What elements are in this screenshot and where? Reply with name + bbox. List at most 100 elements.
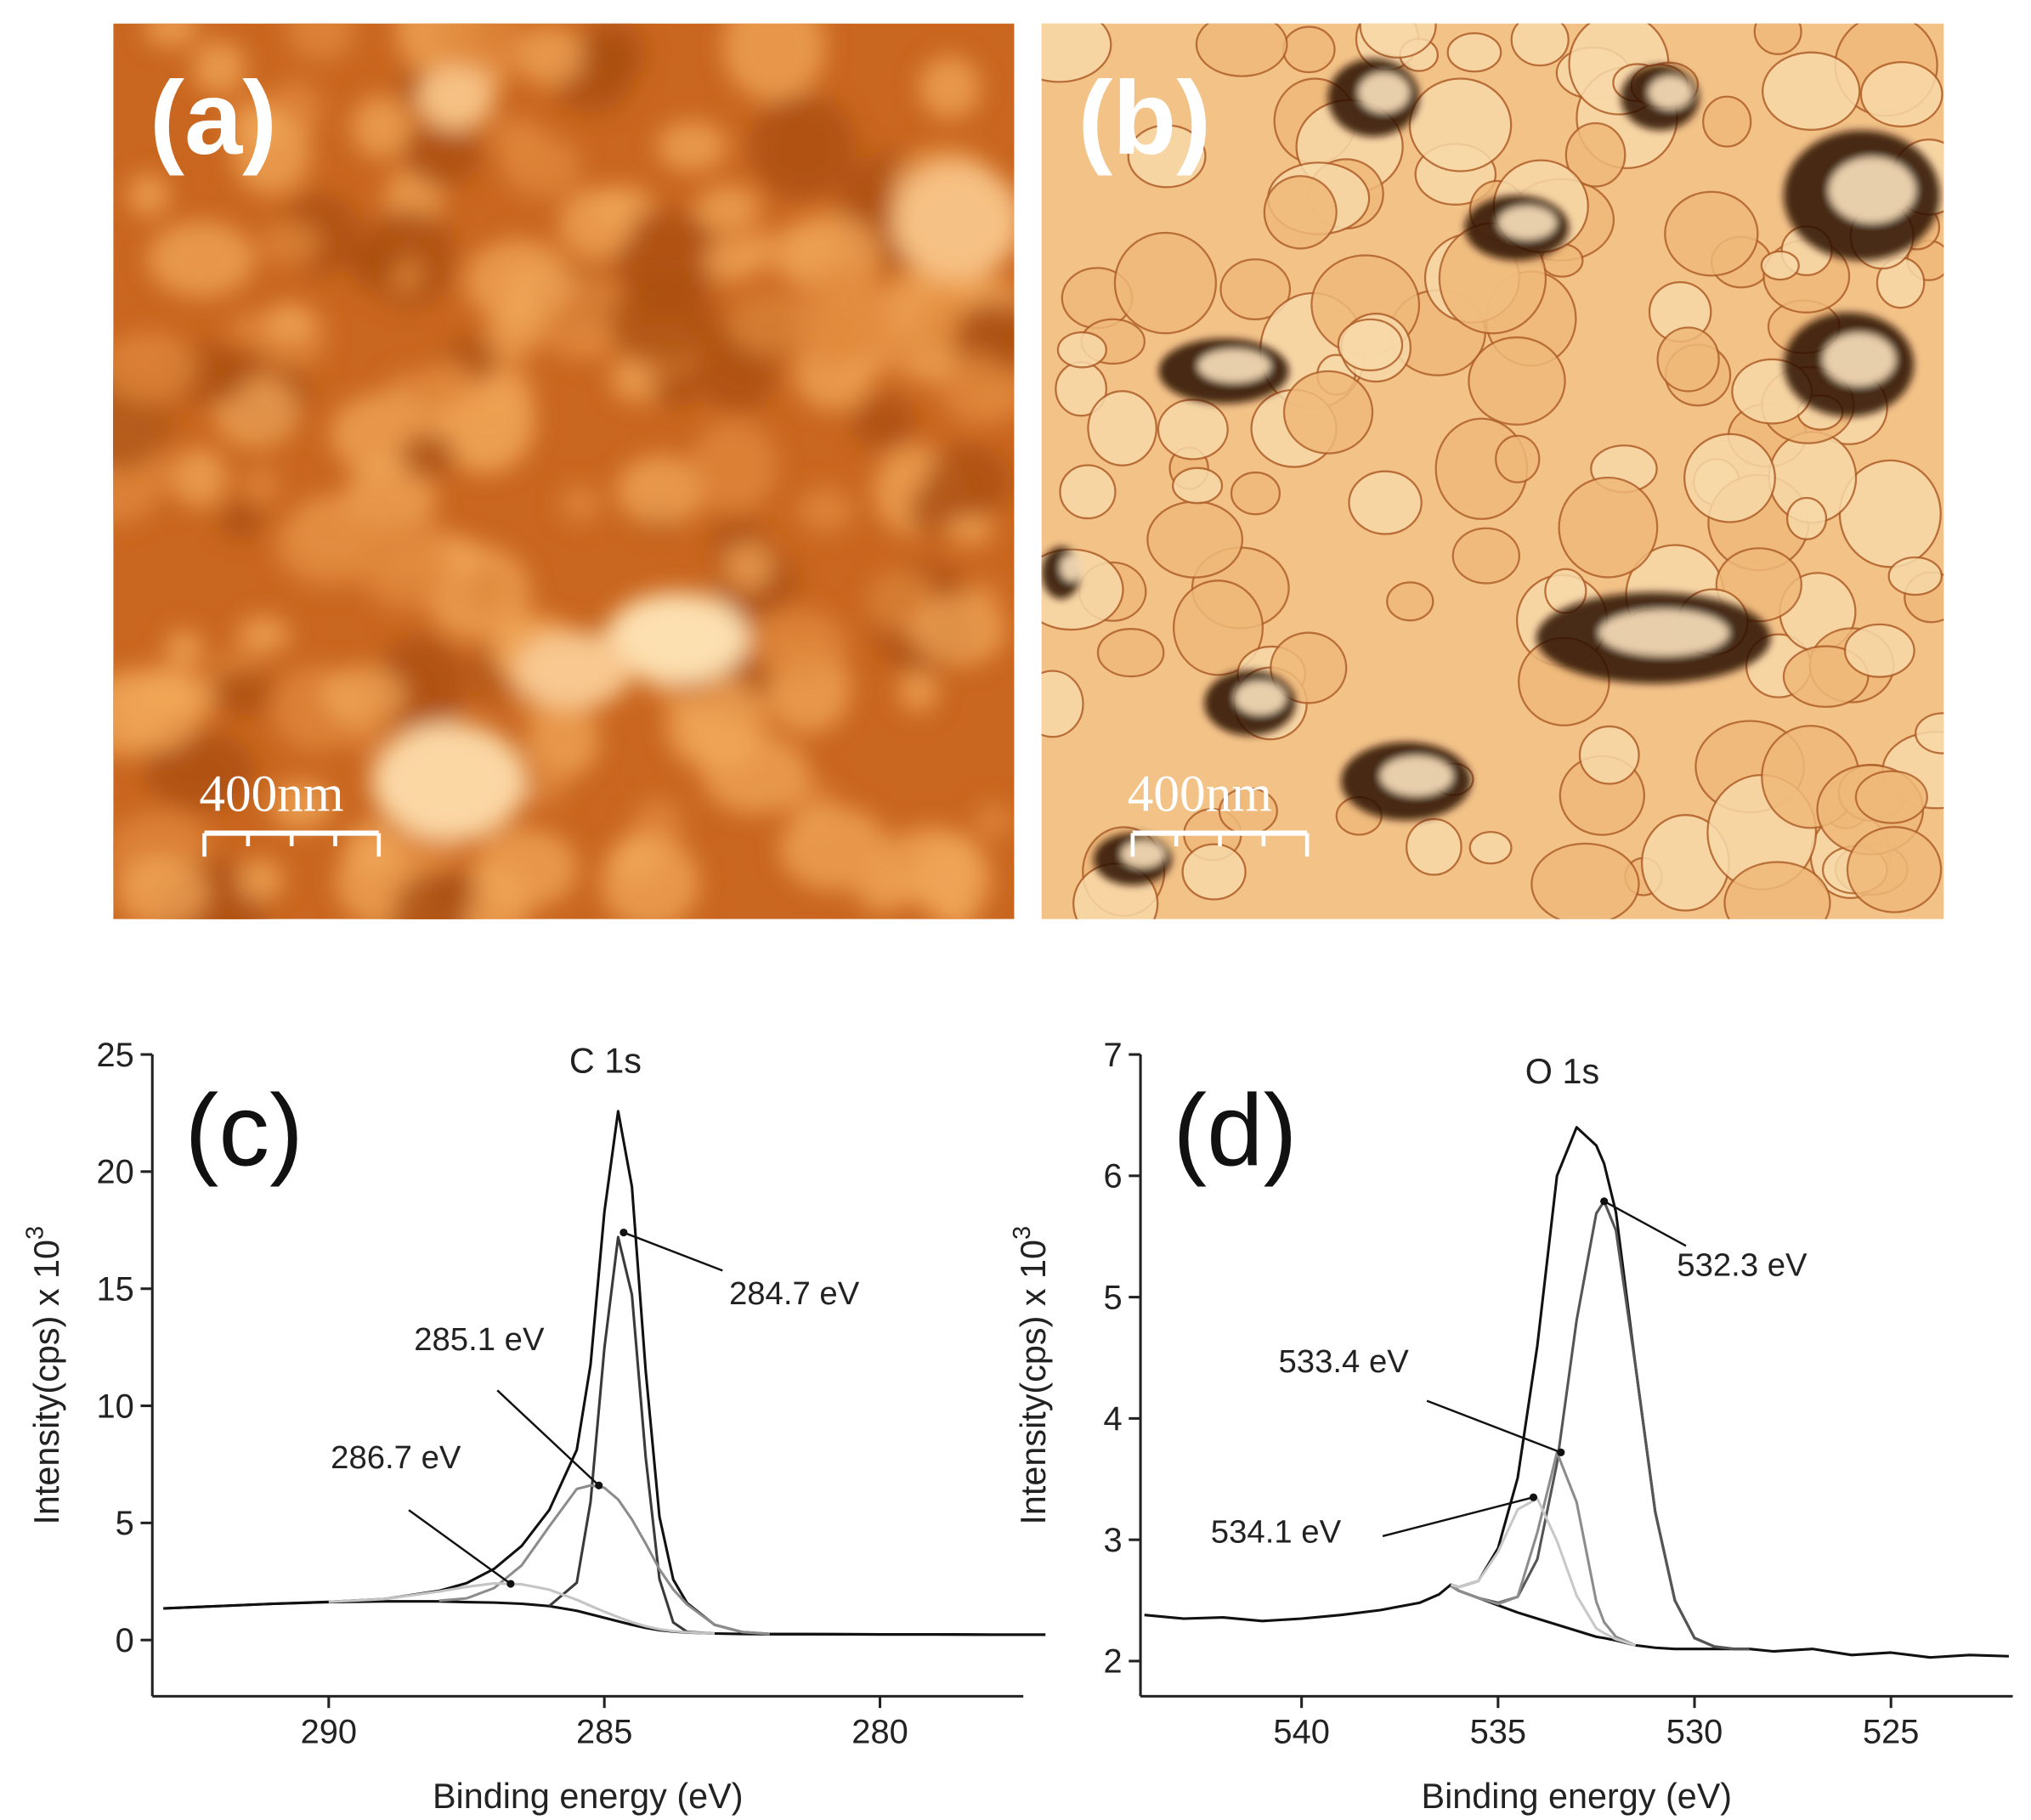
bright-core <box>1829 157 1915 223</box>
grain <box>1760 250 1800 281</box>
panel-label: (a) <box>150 59 277 176</box>
y-tick-label: 3 <box>1103 1522 1122 1559</box>
grain <box>1087 390 1157 466</box>
y-tick-label: 5 <box>116 1505 134 1542</box>
grain <box>1762 51 1861 131</box>
grain <box>1468 830 1513 865</box>
y-tick-label: 25 <box>96 1037 133 1074</box>
grain <box>612 209 725 304</box>
grain <box>1859 60 1943 128</box>
grain <box>1113 231 1218 335</box>
panel-label: (b) <box>1078 59 1211 176</box>
grain <box>721 23 826 101</box>
grain <box>749 94 857 200</box>
x-tick-label: 290 <box>301 1714 357 1751</box>
grain <box>260 220 320 266</box>
grain <box>1564 122 1626 188</box>
bright-core <box>1380 756 1453 796</box>
grain <box>286 23 356 62</box>
grain <box>723 541 773 591</box>
y-tick-label: 5 <box>1103 1279 1122 1316</box>
grain <box>1468 336 1566 426</box>
x-tick-label: 280 <box>851 1714 908 1751</box>
grain <box>1723 861 1831 919</box>
scale-bar-label: 400nm <box>1128 766 1272 823</box>
grain <box>911 595 1007 666</box>
grain <box>1181 843 1247 901</box>
grain <box>1495 434 1541 483</box>
scale-bar-label: 400nm <box>199 766 343 823</box>
bright-core <box>1198 349 1270 382</box>
spectrum-line <box>548 1235 716 1636</box>
grain <box>465 239 573 325</box>
grain <box>1172 579 1264 676</box>
grain <box>1510 23 1570 67</box>
grain <box>242 465 280 506</box>
bright-core <box>1061 554 1083 581</box>
peak-pointer <box>408 1509 512 1585</box>
bright-core <box>1121 840 1165 868</box>
y-axis-title-exponent: 3 <box>1009 1226 1036 1240</box>
grain <box>1096 628 1165 678</box>
peak-pointer-head <box>1557 1448 1565 1456</box>
chart-title: O 1s <box>1525 1052 1599 1091</box>
grain <box>1041 23 1112 83</box>
grain <box>1785 496 1828 540</box>
grain <box>348 237 400 289</box>
grain <box>191 40 247 95</box>
grain <box>1405 817 1462 876</box>
x-tick-label: 535 <box>1470 1714 1526 1751</box>
grain <box>1230 471 1281 516</box>
grain <box>351 95 411 159</box>
grain <box>231 111 311 195</box>
grain <box>236 615 291 654</box>
grain <box>474 828 579 908</box>
grain <box>127 172 170 217</box>
y-axis-title-text: Intensity(cps) x 10 <box>27 1240 66 1525</box>
grain <box>1451 527 1520 585</box>
grain <box>792 265 896 367</box>
grain <box>403 119 481 188</box>
grain <box>1408 77 1513 172</box>
grain <box>1157 398 1229 461</box>
peak-label: 285.1 eV <box>414 1321 545 1358</box>
spectrum-line <box>438 1484 770 1636</box>
grain <box>1056 331 1107 369</box>
spectrum-line <box>163 1110 1046 1636</box>
bright-grain <box>891 162 1015 280</box>
bright-core <box>1235 681 1286 715</box>
grain <box>1578 725 1640 785</box>
y-axis-title: Intensity(cps) x 103 <box>22 1226 66 1525</box>
spectrum-line <box>1144 1126 2009 1659</box>
grain <box>526 775 567 806</box>
grain <box>219 500 263 540</box>
grain <box>1854 770 1928 824</box>
afm-image-a <box>113 23 1015 919</box>
spectrum-line <box>163 1600 1046 1636</box>
bright-grain <box>371 722 528 840</box>
afm-image-b <box>1041 23 1944 919</box>
grain <box>1059 464 1117 520</box>
spectrum-line <box>1450 1450 1637 1647</box>
grain <box>211 668 274 716</box>
grain <box>948 512 994 546</box>
grain <box>1683 432 1776 523</box>
grain <box>1171 466 1224 505</box>
grain <box>608 279 717 366</box>
grain <box>461 562 512 615</box>
bright-grain <box>416 65 495 131</box>
grain <box>1195 23 1288 77</box>
grain <box>1656 326 1720 393</box>
y-tick-label: 15 <box>96 1271 133 1308</box>
grain <box>236 857 285 902</box>
grain <box>344 821 399 874</box>
dark-regions <box>1041 59 1940 885</box>
grain <box>1887 556 1943 596</box>
grain <box>778 805 890 891</box>
grain <box>438 23 521 76</box>
grain <box>399 432 455 480</box>
x-tick-label: 285 <box>576 1714 632 1751</box>
peak-label: 534.1 eV <box>1211 1514 1342 1551</box>
y-axis-title-text: Intensity(cps) x 10 <box>1014 1240 1053 1525</box>
